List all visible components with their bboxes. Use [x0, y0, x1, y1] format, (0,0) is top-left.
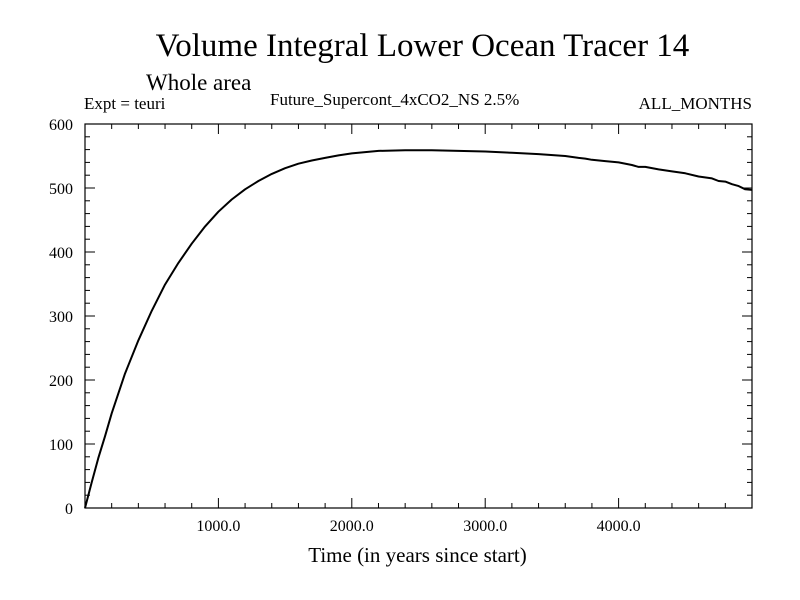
x-tick-label: 1000.0 [196, 518, 240, 535]
months-label: ALL_MONTHS [638, 94, 752, 113]
y-tick-label: 300 [49, 309, 73, 326]
x-tick-label: 4000.0 [597, 518, 641, 535]
y-tick-label: 100 [49, 437, 73, 454]
chart-subtitle: Whole area [146, 70, 252, 95]
y-tick-label: 600 [49, 117, 73, 134]
plot-frame [84, 123, 753, 509]
x-axis-label: Time (in years since start) [308, 543, 527, 567]
y-tick-label: 200 [49, 373, 73, 390]
experiment-label: Expt = teuri [84, 94, 166, 113]
chart-title: Volume Integral Lower Ocean Tracer 14 [155, 28, 690, 64]
x-tick-label: 3000.0 [463, 518, 507, 535]
series-line [84, 149, 753, 509]
y-tick-label: 400 [49, 245, 73, 262]
axis-tick-labels: 0 100 200 300 400 500 600 1000.0 2000.0 3000.0 400… [49, 117, 641, 535]
x-tick-label: 2000.0 [330, 518, 374, 535]
scenario-label: Future_Supercont_4xCO2_NS 2.5% [270, 90, 520, 109]
axis-ticks [85, 123, 752, 509]
y-tick-label: 500 [49, 181, 73, 198]
y-tick-label: 0 [65, 501, 73, 518]
